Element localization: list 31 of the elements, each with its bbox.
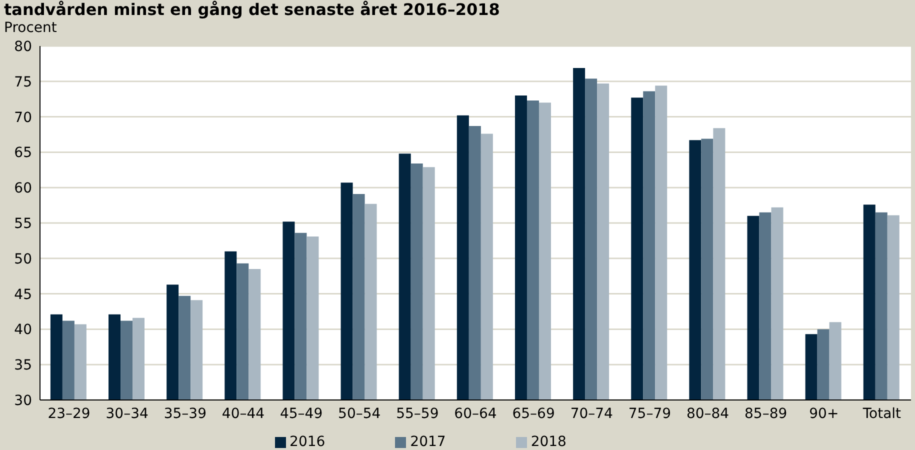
legend-label: 2016 [290,434,326,450]
y-tick-label: 70 [14,110,32,126]
y-tick-label: 75 [14,74,32,90]
y-tick-label: 60 [14,180,32,197]
x-tick-label: 35–39 [164,406,206,422]
x-tick-label: 90+ [809,406,839,422]
x-tick-label: 40–44 [222,406,265,422]
x-tick-label: 55–59 [396,406,439,422]
x-tick-label: 45–49 [280,406,323,422]
x-tick-label: Totalt [862,406,902,422]
x-tick-label: 50–54 [338,406,381,422]
y-tick-label: 55 [14,216,32,232]
x-tick-label: 75–79 [628,406,672,422]
y-tick-label: 35 [14,358,32,374]
y-tick-label: 40 [14,322,32,338]
x-tick-label: 70–74 [570,406,614,422]
x-tick-label: 85–89 [744,406,788,422]
y-tick-label: 45 [14,286,32,303]
x-tick-label: 30–34 [106,406,148,422]
y-tick-label: 65 [14,145,32,162]
x-tick-label: 65–69 [512,406,555,422]
legend-label: 2018 [530,434,566,450]
chart-title: tandvården minst en gång det senaste året 2016–2018 [4,0,500,19]
y-tick-label: 80 [14,38,32,55]
x-tick-label: 60–64 [454,406,497,422]
y-tick-label: 50 [14,251,32,268]
y-tick-label: 30 [14,392,32,409]
legend-label: 2017 [410,434,446,450]
x-tick-label: 23–29 [48,406,90,422]
y-axis-title: Procent [4,20,57,36]
x-tick-label: 80–84 [686,406,730,422]
